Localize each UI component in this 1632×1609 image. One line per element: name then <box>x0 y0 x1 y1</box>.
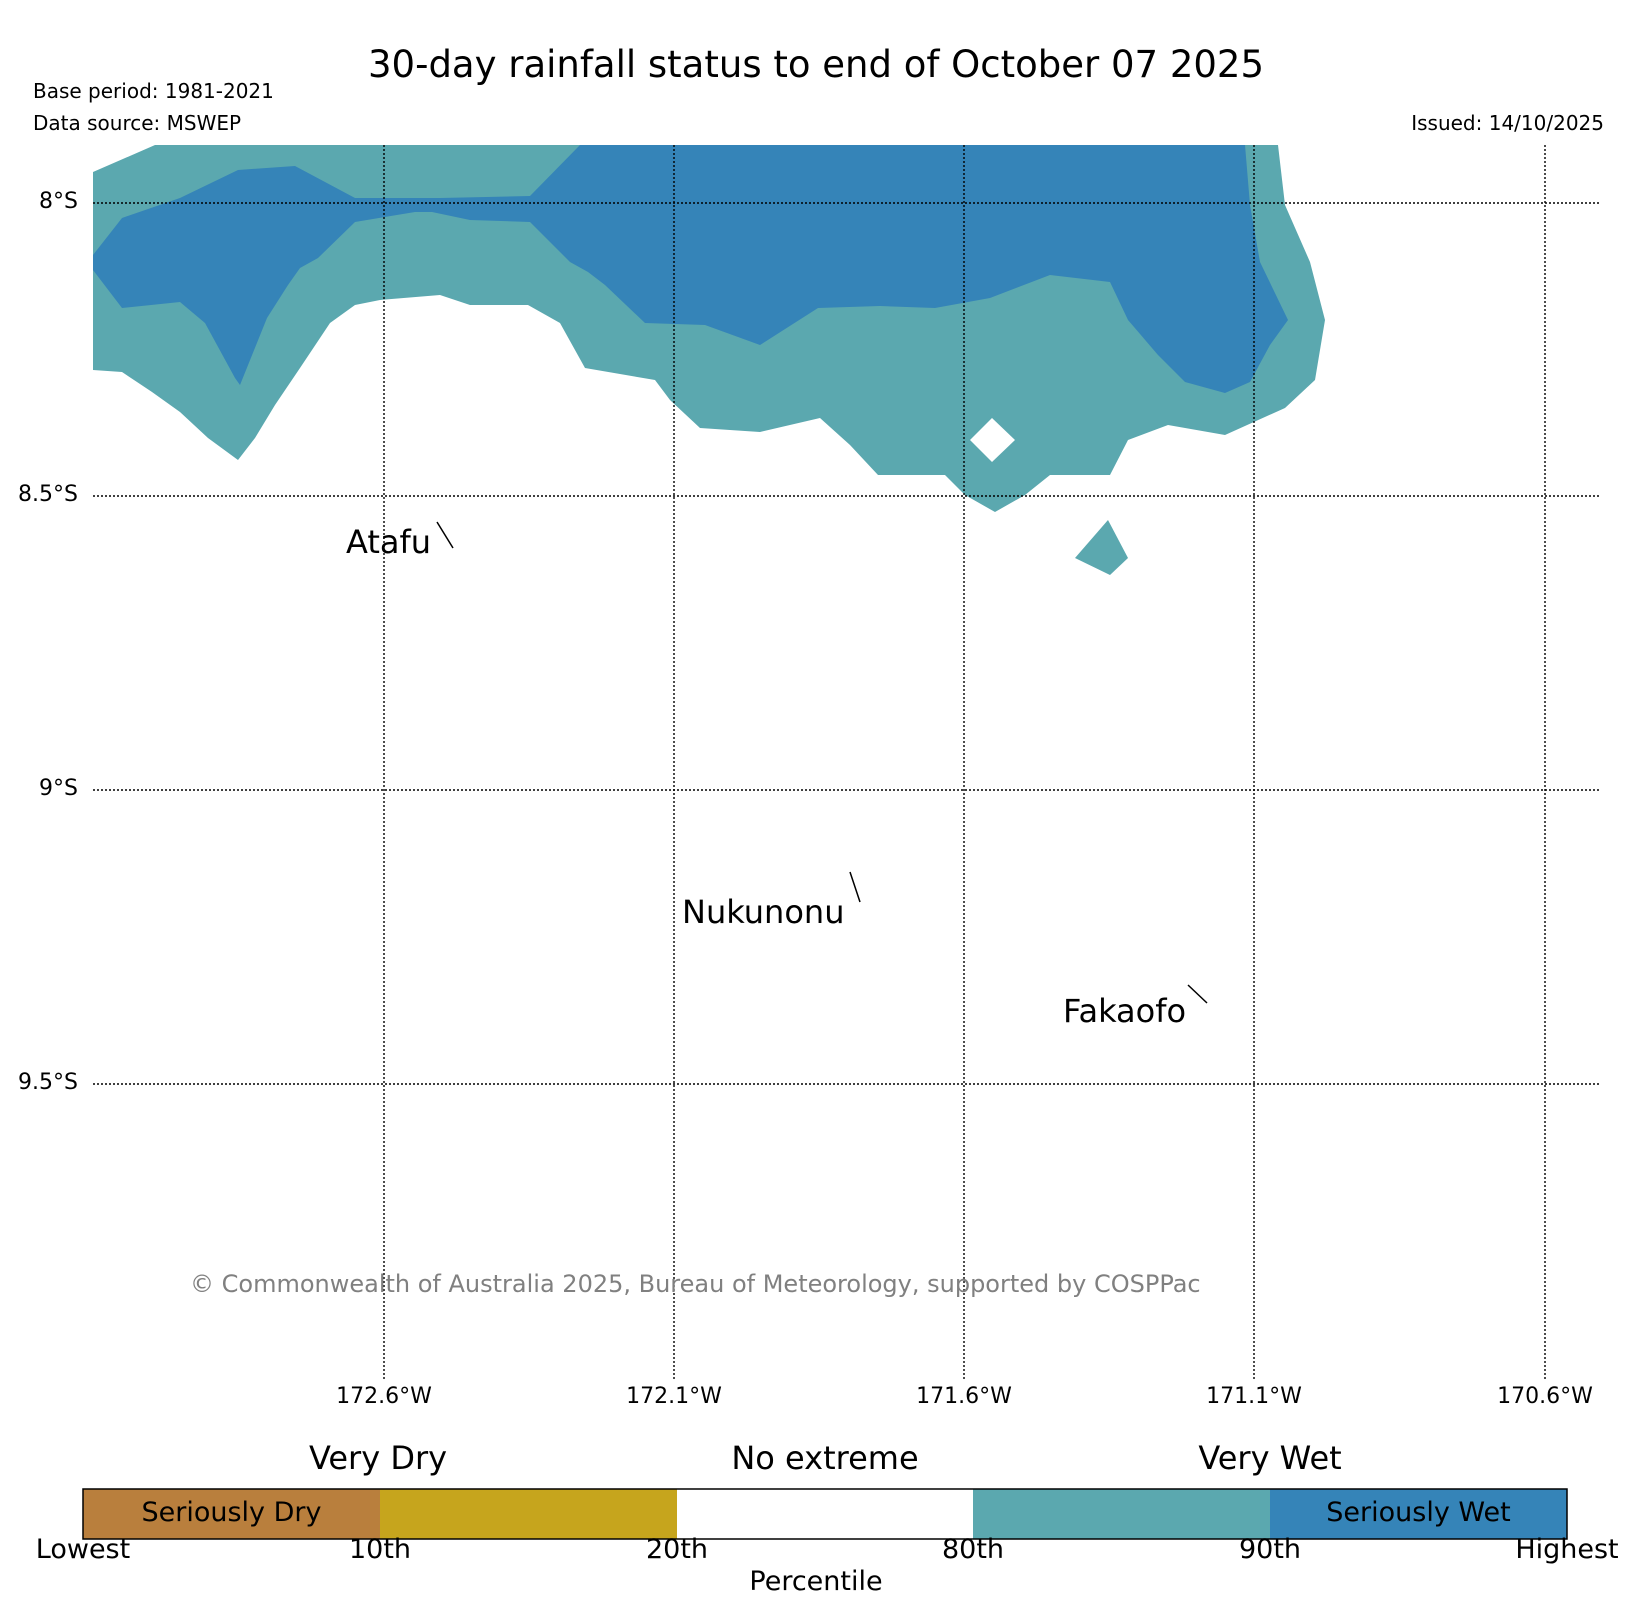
legend-segment-very-wet <box>973 1489 1270 1539</box>
copyright-notice: © Commonwealth of Australia 2025, Bureau… <box>190 1270 1201 1298</box>
lat-label-8s: 8°S <box>39 189 78 214</box>
place-label-nukunonu: Nukunonu <box>682 893 845 931</box>
fakaofo-leader-line <box>1187 984 1208 1004</box>
legend-tick-lowest: Lowest <box>35 1534 131 1565</box>
legend-segment-very-dry <box>380 1489 677 1539</box>
legend-segment-seriously-dry <box>83 1489 380 1539</box>
lon-label-171-1w: 171.1°W <box>1206 1384 1302 1409</box>
nukunonu-leader-line <box>849 871 861 903</box>
lat-label-9-5s: 9.5°S <box>18 1070 78 1095</box>
lat-label-8-5s: 8.5°S <box>18 482 78 507</box>
chart-title: 30-day rainfall status to end of October… <box>368 43 1264 86</box>
base-period-text: Base period: 1981-2021 <box>33 79 274 103</box>
atafu-leader-line <box>436 521 454 549</box>
legend-category-no-extreme: No extreme <box>731 1439 919 1477</box>
legend-tick-90th: 90th <box>1238 1534 1302 1565</box>
legend-seriously-dry-label: Seriously Dry <box>141 1497 322 1528</box>
legend-tick-80th: 80th <box>941 1534 1005 1565</box>
place-label-fakaofo: Fakaofo <box>1063 992 1187 1030</box>
legend-segment-seriously-wet <box>1270 1489 1567 1539</box>
legend-category-very-wet: Very Wet <box>1198 1439 1342 1477</box>
issued-date-text: Issued: 14/10/2025 <box>1411 111 1604 135</box>
legend-segment-no-extreme <box>677 1489 973 1539</box>
seriously-wet-region <box>93 145 1288 393</box>
lon-label-172-1w: 172.1°W <box>626 1384 722 1409</box>
legend-category-very-dry: Very Dry <box>308 1439 448 1477</box>
legend-colorbar <box>82 1488 1568 1540</box>
data-source-text: Data source: MSWEP <box>33 111 242 135</box>
legend-axis-label: Percentile <box>749 1566 883 1597</box>
lon-label-172-6w: 172.6°W <box>336 1384 432 1409</box>
legend-tick-10th: 10th <box>348 1534 412 1565</box>
lat-label-9s: 9°S <box>39 776 78 801</box>
lon-label-171-6w: 171.6°W <box>916 1384 1012 1409</box>
lon-label-170-6w: 170.6°W <box>1497 1384 1593 1409</box>
very-wet-patch <box>1075 520 1128 575</box>
place-label-atafu: Atafu <box>346 523 432 561</box>
legend-seriously-wet-label: Seriously Wet <box>1326 1497 1511 1528</box>
no-extreme-patch <box>970 418 1015 462</box>
legend-tick-20th: 20th <box>645 1534 709 1565</box>
legend-colorbar-frame <box>82 1488 1568 1540</box>
legend-tick-highest: Highest <box>1515 1534 1619 1565</box>
